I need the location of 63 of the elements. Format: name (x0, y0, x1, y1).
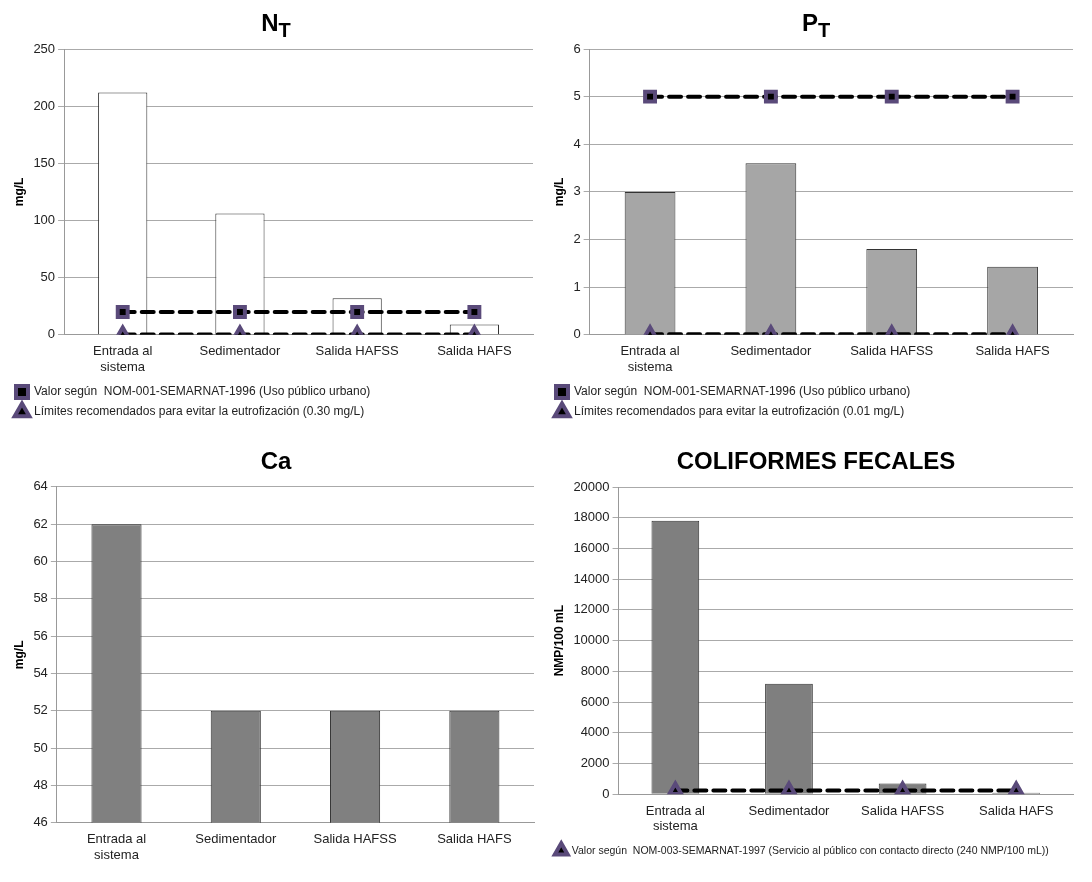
y-tick-label: 5 (573, 88, 581, 104)
y-tick-label: 3 (573, 183, 581, 199)
x-tick-label: Salida HAFS (437, 831, 512, 847)
legend-label: Límites recomendados para evitar la eutrofización (0.01 mg/L) (574, 404, 905, 419)
x-tick-label: Salida HAFS (978, 802, 1054, 818)
y-tick-label: 64 (33, 478, 48, 494)
y-axis-title: NMP/100 mL (551, 604, 566, 677)
y-tick-label: 6000 (580, 693, 610, 709)
y-tick-label: 8000 (580, 662, 610, 678)
x-tick-label: Entrada al sistema (93, 343, 153, 374)
legend-label: Valor según NOM-003-SEMARNAT-1997 (Servicio al público con contacto directo (240 NMP/100 mL)) (571, 843, 1049, 856)
y-tick-label: 58 (33, 590, 48, 606)
y-tick-label: 100 (33, 212, 56, 228)
y-tick-label: 0 (573, 326, 581, 342)
y-tick-label: 12000 (573, 601, 610, 617)
y-tick-label: 48 (33, 777, 48, 793)
x-tick-label: Entrada al sistema (620, 343, 680, 374)
x-tick-label: Salida HAFSS (313, 831, 397, 847)
x-tick-label: Entrada al sistema (645, 802, 706, 834)
y-tick-label: 20000 (573, 478, 610, 494)
y-tick-label: 54 (33, 665, 48, 681)
y-tick-label: 2 (573, 231, 581, 247)
x-tick-label: Entrada al sistema (86, 831, 147, 862)
y-tick-label: 150 (33, 154, 56, 170)
y-tick-label: 6 (573, 40, 581, 56)
y-tick-label: 14000 (573, 570, 610, 586)
y-tick-label: 4 (573, 135, 581, 151)
x-tick-label: Sedimentador (748, 802, 831, 818)
y-tick-label: 62 (33, 515, 48, 531)
y-tick-label: 200 (33, 97, 56, 113)
x-tick-label: Salida HAFSS (850, 343, 934, 359)
y-tick-label: 2000 (580, 755, 610, 771)
y-tick-label: 16000 (573, 540, 610, 556)
y-tick-label: 250 (33, 40, 56, 56)
y-tick-label: 60 (33, 553, 48, 569)
y-axis-title: mg/L (11, 640, 26, 670)
y-tick-label: 46 (33, 814, 48, 830)
x-tick-label: Sedimentador (199, 343, 282, 359)
legend-label: Valor según NOM-001-SEMARNAT-1996 (Uso público urbano) (574, 384, 911, 399)
y-tick-label: 10000 (573, 632, 610, 648)
y-tick-label: 4000 (580, 724, 610, 740)
y-tick-label: 0 (602, 785, 610, 801)
y-axis-title: mg/L (11, 177, 26, 207)
x-tick-label: Salida HAFS (975, 343, 1051, 359)
y-tick-label: 50 (40, 269, 56, 285)
y-axis-title: mg/L (551, 177, 566, 207)
legend-label: Valor según NOM-001-SEMARNAT-1996 (Uso público urbano) (34, 384, 371, 399)
x-tick-label: Sedimentador (195, 831, 277, 847)
x-tick-label: Sedimentador (730, 343, 813, 359)
chart-title: N$_{T}$ (261, 8, 291, 41)
legend-label: Límites recomendados para evitar la eutrofización (0.30 mg/L) (34, 404, 365, 419)
y-tick-label: 50 (33, 739, 48, 755)
y-tick-label: 52 (33, 702, 48, 718)
y-tick-label: 1 (573, 278, 581, 294)
chart-title: P$_{T}$ (801, 8, 831, 41)
x-tick-label: Salida HAFS (437, 343, 512, 359)
y-tick-label: 18000 (573, 509, 610, 525)
y-tick-label: 56 (33, 627, 48, 643)
chart-title: Ca (260, 446, 292, 476)
x-tick-label: Salida HAFSS (861, 802, 945, 818)
x-tick-label: Salida HAFSS (315, 343, 400, 359)
chart-title: COLIFORMES FECALES (676, 446, 956, 476)
y-tick-label: 0 (47, 326, 56, 342)
